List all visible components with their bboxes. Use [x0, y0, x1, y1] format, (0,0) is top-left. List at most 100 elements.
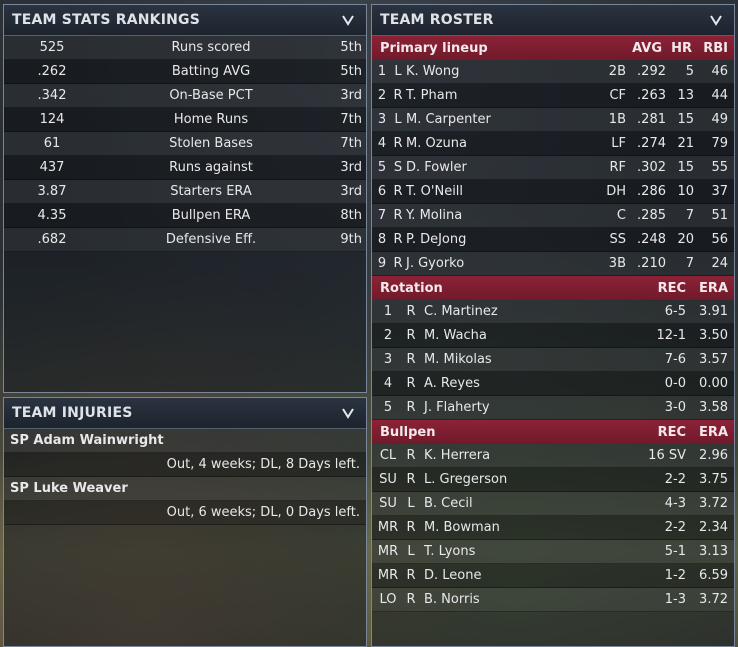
pitcher-record: 2-2 [664, 472, 686, 487]
player-avg: .263 [637, 88, 666, 103]
pitcher-role: MR [377, 520, 399, 535]
stat-rank: 3rd [340, 184, 362, 199]
throw-hand: R [406, 376, 416, 391]
stat-label: Runs scored [171, 40, 251, 55]
injury-status-row[interactable]: Out, 4 weeks; DL, 8 Days left. [4, 453, 366, 477]
injury-name-row[interactable]: SP Luke Weaver [4, 477, 366, 501]
player-name: K. Wong [406, 64, 460, 79]
bullpen-row[interactable]: LO R B. Norris 1-3 3.72 [372, 588, 734, 612]
bullpen-row[interactable]: MR R M. Bowman 2-2 2.34 [372, 516, 734, 540]
rotation-row[interactable]: 5 R J. Flaherty 3-0 3.58 [372, 396, 734, 420]
lineup-row[interactable]: 8 R P. DeJong SS .248 20 56 [372, 228, 734, 252]
player-position: 3B [608, 256, 626, 271]
stat-row[interactable]: 3.87 Starters ERA 3rd [4, 180, 366, 204]
player-rbi: 46 [711, 64, 728, 79]
team-roster-header[interactable]: TEAM ROSTER [372, 5, 734, 36]
lineup-row[interactable]: 4 R M. Ozuna LF .274 21 79 [372, 132, 734, 156]
throw-hand: R [406, 328, 416, 343]
stat-value: 124 [39, 112, 65, 127]
col-avg: AVG [632, 40, 662, 56]
pitcher-era: 3.91 [699, 304, 728, 319]
player-rbi: 49 [711, 112, 728, 127]
throw-hand: R [406, 352, 416, 367]
stat-rank: 5th [340, 40, 362, 55]
batting-order: 9 [377, 256, 387, 271]
pitcher-name: B. Norris [424, 592, 480, 607]
rotation-row[interactable]: 1 R C. Martinez 6-5 3.91 [372, 300, 734, 324]
pitcher-role: LO [379, 592, 397, 607]
player-name: T. O'Neill [406, 184, 464, 199]
rotation-list: 1 R C. Martinez 6-5 3.91 2 R M. Wacha 12-1 3.50 3 R… [372, 300, 734, 420]
lineup-row[interactable]: 5 S D. Fowler RF .302 15 55 [372, 156, 734, 180]
stat-rank: 8th [340, 208, 362, 223]
stat-label: Stolen Bases [169, 136, 253, 151]
bullpen-row[interactable]: CL R K. Herrera 16 SV 2.96 [372, 444, 734, 468]
throw-hand: R [406, 448, 416, 463]
injury-player-name: SP Luke Weaver [10, 481, 128, 496]
player-rbi: 51 [711, 208, 728, 223]
player-hr: 21 [677, 136, 694, 151]
team-roster-title: TEAM ROSTER [380, 12, 494, 28]
pitcher-name: T. Lyons [424, 544, 476, 559]
col-era: ERA [699, 280, 728, 296]
stat-row[interactable]: .262 Batting AVG 5th [4, 60, 366, 84]
bullpen-row[interactable]: SU R L. Gregerson 2-2 3.75 [372, 468, 734, 492]
batting-order: 5 [377, 160, 387, 175]
chevron-down-icon[interactable] [340, 405, 356, 421]
pitcher-record: 16 SV [648, 448, 686, 463]
pitcher-role: CL [379, 448, 397, 463]
throw-hand: R [406, 568, 416, 583]
player-avg: .292 [637, 64, 666, 79]
pitcher-record: 0-0 [664, 376, 686, 391]
team-injuries-list: SP Adam Wainwright Out, 4 weeks; DL, 8 Da… [4, 429, 366, 525]
pitcher-role: MR [377, 568, 399, 583]
player-hr: 15 [677, 112, 694, 127]
lineup-row[interactable]: 2 R T. Pham CF .263 13 44 [372, 84, 734, 108]
stat-row[interactable]: .342 On-Base PCT 3rd [4, 84, 366, 108]
rotation-row[interactable]: 3 R M. Mikolas 7-6 3.57 [372, 348, 734, 372]
primary-lineup-list: 1 L K. Wong 2B .292 5 46 2 R T. Pham CF .263 13 44 3 L M… [372, 60, 734, 276]
pitcher-name: M. Bowman [424, 520, 500, 535]
chevron-down-icon[interactable] [340, 12, 356, 28]
bullpen-row[interactable]: MR R D. Leone 1-2 6.59 [372, 564, 734, 588]
pitcher-record: 7-6 [664, 352, 686, 367]
player-avg: .281 [637, 112, 666, 127]
throw-hand: R [406, 304, 416, 319]
pitcher-era: 6.59 [699, 568, 728, 583]
lineup-row[interactable]: 1 L K. Wong 2B .292 5 46 [372, 60, 734, 84]
injury-status: Out, 4 weeks; DL, 8 Days left. [166, 457, 360, 472]
stat-row[interactable]: 437 Runs against 3rd [4, 156, 366, 180]
team-injuries-header[interactable]: TEAM INJURIES [4, 398, 366, 429]
pitcher-era: 0.00 [699, 376, 728, 391]
bullpen-label: Bullpen [380, 424, 436, 440]
rotation-row[interactable]: 2 R M. Wacha 12-1 3.50 [372, 324, 734, 348]
bullpen-row[interactable]: MR L T. Lyons 5-1 3.13 [372, 540, 734, 564]
pitcher-era: 3.72 [699, 496, 728, 511]
lineup-row[interactable]: 9 R J. Gyorko 3B .210 7 24 [372, 252, 734, 276]
team-stats-header[interactable]: TEAM STATS RANKINGS [4, 5, 366, 36]
bullpen-header: Bullpen REC ERA [372, 420, 734, 444]
injury-name-row[interactable]: SP Adam Wainwright [4, 429, 366, 453]
player-name: P. DeJong [406, 232, 467, 247]
stat-row[interactable]: 61 Stolen Bases 7th [4, 132, 366, 156]
stat-row[interactable]: 525 Runs scored 5th [4, 36, 366, 60]
stat-value: 61 [43, 136, 61, 151]
stat-row[interactable]: 4.35 Bullpen ERA 8th [4, 204, 366, 228]
col-rec: REC [657, 424, 686, 440]
pitcher-role: 1 [383, 304, 393, 319]
player-position: 1B [608, 112, 626, 127]
lineup-row[interactable]: 7 R Y. Molina C .285 7 51 [372, 204, 734, 228]
chevron-down-icon[interactable] [708, 12, 724, 28]
lineup-row[interactable]: 6 R T. O'Neill DH .286 10 37 [372, 180, 734, 204]
player-position: RF [609, 160, 626, 175]
bullpen-row[interactable]: SU L B. Cecil 4-3 3.72 [372, 492, 734, 516]
stat-row[interactable]: .682 Defensive Eff. 9th [4, 228, 366, 252]
stat-row[interactable]: 124 Home Runs 7th [4, 108, 366, 132]
player-hr: 5 [685, 64, 694, 79]
player-name: M. Ozuna [406, 136, 467, 151]
lineup-row[interactable]: 3 L M. Carpenter 1B .281 15 49 [372, 108, 734, 132]
pitcher-record: 2-2 [664, 520, 686, 535]
rotation-row[interactable]: 4 R A. Reyes 0-0 0.00 [372, 372, 734, 396]
injury-status-row[interactable]: Out, 6 weeks; DL, 0 Days left. [4, 501, 366, 525]
